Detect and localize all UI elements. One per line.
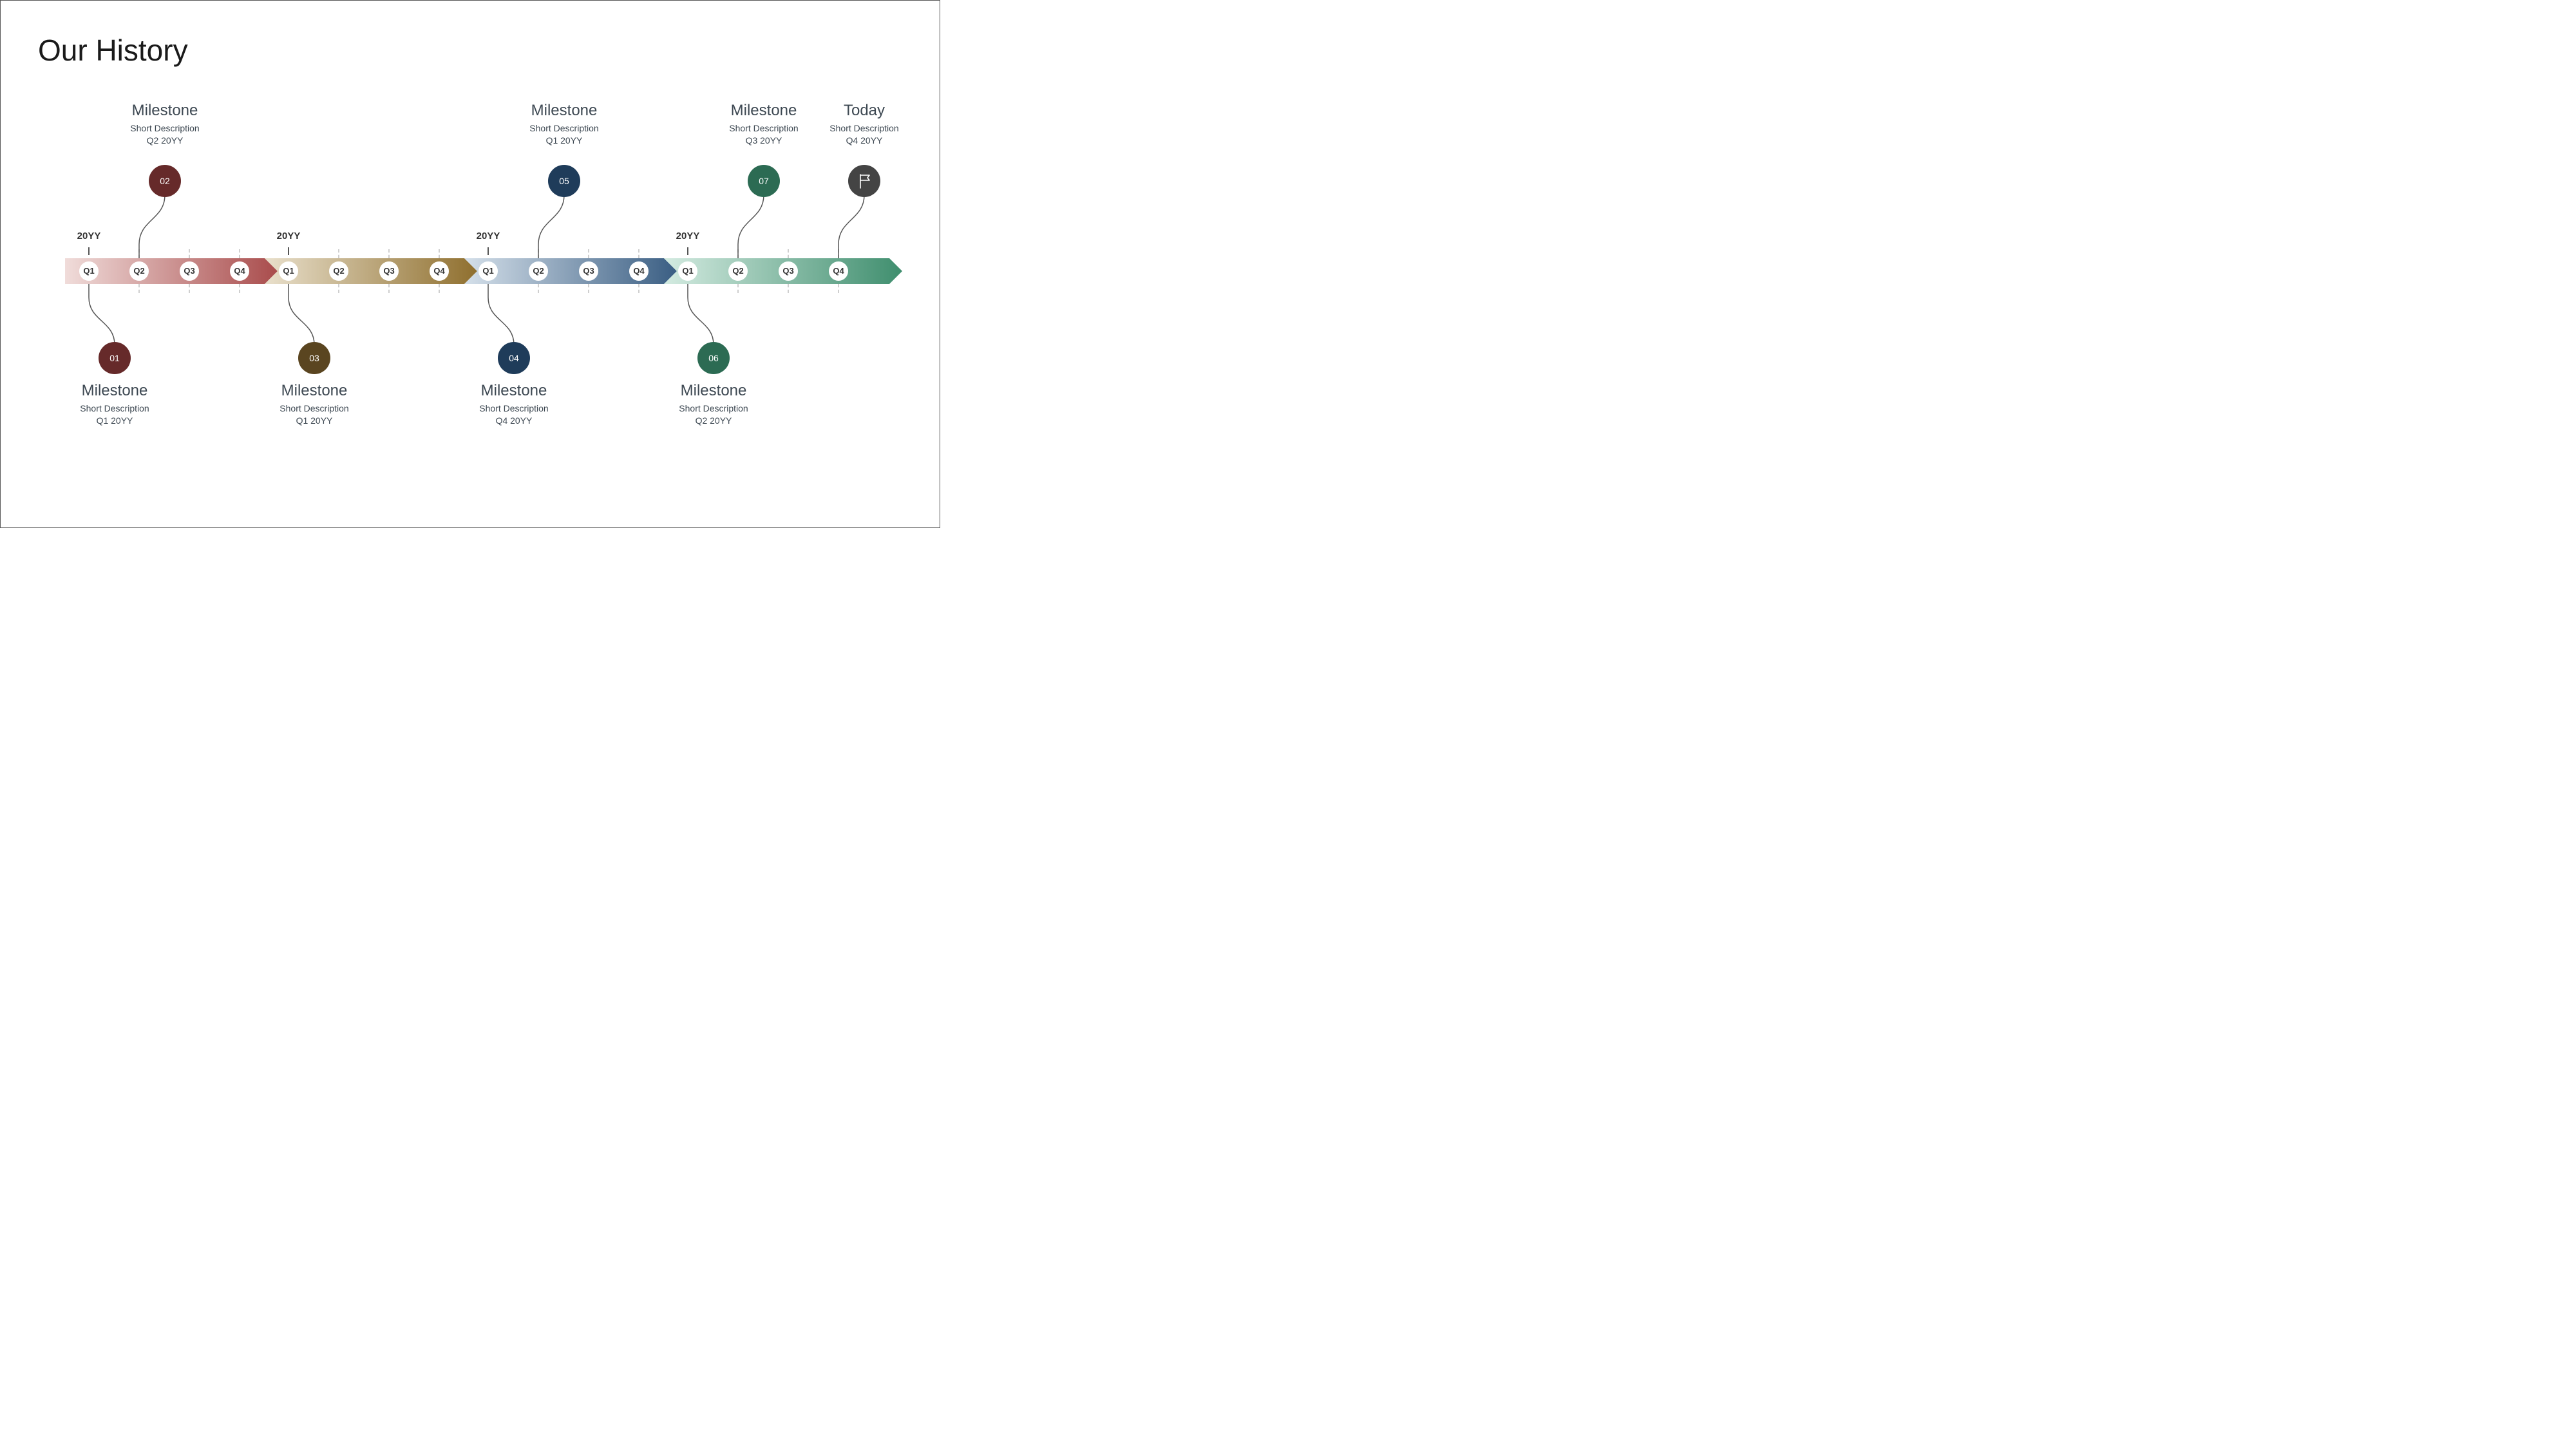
milestone-desc: Short Description	[806, 122, 922, 135]
flag-icon	[848, 165, 880, 197]
quarter-marker: Q3	[379, 261, 399, 281]
milestone-desc: Short Description	[107, 122, 223, 135]
dashed-tick	[239, 249, 240, 258]
year-label-0: 20YY	[73, 231, 105, 242]
milestone-number-circle: 07	[748, 165, 780, 197]
dashed-tick	[439, 284, 440, 293]
quarter-marker: Q4	[629, 261, 649, 281]
quarter-marker: Q4	[230, 261, 249, 281]
milestone-block: Milestone Short Description Q2 20YY	[107, 102, 223, 147]
dashed-tick	[838, 284, 839, 293]
dashed-tick	[638, 284, 639, 293]
milestone-desc: Short Description	[656, 402, 772, 415]
dashed-tick	[439, 249, 440, 258]
milestone-number-circle: 02	[149, 165, 181, 197]
milestone-title: Milestone	[57, 382, 173, 400]
dashed-tick	[788, 284, 789, 293]
milestone-date: Q4 20YY	[456, 415, 572, 427]
milestone-date: Q1 20YY	[57, 415, 173, 427]
milestone-desc: Short Description	[506, 122, 622, 135]
milestone-title: Milestone	[656, 382, 772, 400]
milestone-block: Milestone Short Description Q1 20YY	[256, 382, 372, 427]
dashed-tick	[388, 249, 390, 258]
milestone-number-circle: 03	[298, 342, 330, 374]
milestone-block: Milestone Short Description Q2 20YY	[656, 382, 772, 427]
year-tick-2	[488, 247, 489, 255]
milestone-title: Milestone	[506, 102, 622, 120]
milestone-title: Milestone	[107, 102, 223, 120]
milestone-block: Today Short Description Q4 20YY	[806, 102, 922, 147]
year-label-3: 20YY	[672, 231, 704, 242]
year-tick-0	[88, 247, 90, 255]
page-title: Our History	[38, 33, 188, 68]
year-label-2: 20YY	[472, 231, 504, 242]
milestone-today-icon	[848, 165, 880, 197]
slide-frame: Our History 20YYQ1Q2Q3Q4 20YYQ1Q2Q3Q4 20…	[0, 0, 940, 528]
milestone-title: Today	[806, 102, 922, 120]
milestone-number-circle: 06	[697, 342, 730, 374]
dashed-tick	[338, 249, 339, 258]
milestone-desc: Short Description	[456, 402, 572, 415]
dashed-tick	[638, 249, 639, 258]
milestone-title: Milestone	[256, 382, 372, 400]
milestone-block: Milestone Short Description Q4 20YY	[456, 382, 572, 427]
milestone-date: Q2 20YY	[107, 135, 223, 147]
dashed-tick	[189, 284, 190, 293]
milestone-number-circle: 04	[498, 342, 530, 374]
milestone-number-circle: 05	[548, 165, 580, 197]
milestone-date: Q3 20YY	[706, 135, 822, 147]
milestone-date: Q1 20YY	[256, 415, 372, 427]
milestone-desc: Short Description	[706, 122, 822, 135]
milestone-block: Milestone Short Description Q3 20YY	[706, 102, 822, 147]
year-label-1: 20YY	[272, 231, 305, 242]
dashed-tick	[239, 284, 240, 293]
milestone-desc: Short Description	[256, 402, 372, 415]
dashed-tick	[388, 284, 390, 293]
dashed-tick	[588, 284, 589, 293]
milestone-date: Q1 20YY	[506, 135, 622, 147]
milestone-desc: Short Description	[57, 402, 173, 415]
milestone-block: Milestone Short Description Q1 20YY	[506, 102, 622, 147]
milestone-title: Milestone	[456, 382, 572, 400]
milestone-title: Milestone	[706, 102, 822, 120]
year-tick-3	[687, 247, 688, 255]
milestone-number-circle: 01	[99, 342, 131, 374]
milestone-date: Q4 20YY	[806, 135, 922, 147]
quarter-marker: Q4	[430, 261, 449, 281]
milestone-date: Q2 20YY	[656, 415, 772, 427]
year-tick-1	[288, 247, 289, 255]
milestone-block: Milestone Short Description Q1 20YY	[57, 382, 173, 427]
